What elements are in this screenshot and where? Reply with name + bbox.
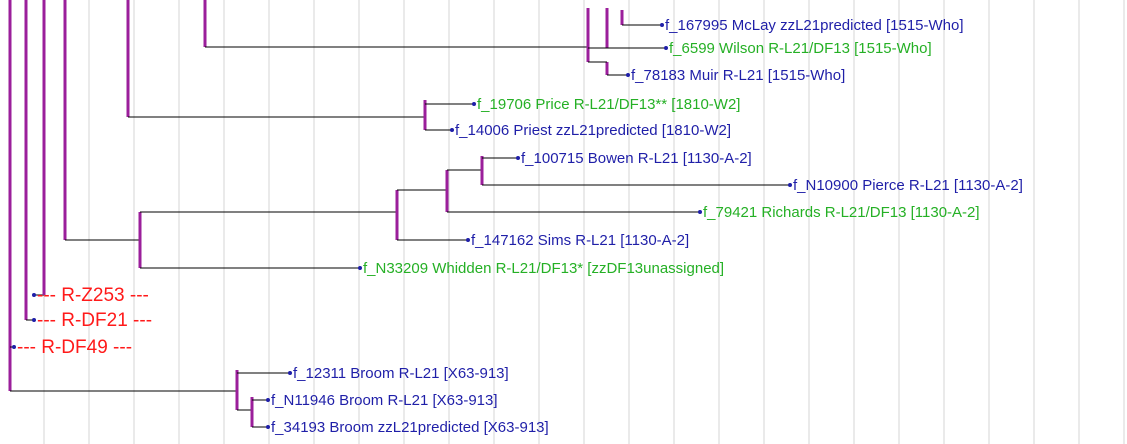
node-label: f_167995 McLay zzL21predicted [1515-Who] bbox=[665, 17, 964, 34]
node-label: f_147162 Sims R-L21 [1130-A-2] bbox=[471, 232, 689, 249]
node-label: f_N11946 Broom R-L21 [X63-913] bbox=[271, 392, 498, 409]
branches bbox=[8, 0, 790, 428]
node-dot bbox=[660, 23, 664, 27]
node-dot bbox=[516, 156, 520, 160]
node-dot bbox=[358, 266, 362, 270]
node-label: f_78183 Muir R-L21 [1515-Who] bbox=[631, 67, 845, 84]
node-label: f_N10900 Pierce R-L21 [1130-A-2] bbox=[793, 177, 1023, 194]
node-label: --- R-Z253 --- bbox=[37, 285, 149, 306]
node-label: f_34193 Broom zzL21predicted [X63-913] bbox=[271, 419, 549, 436]
grid bbox=[43, 0, 1125, 444]
node-dot bbox=[12, 345, 16, 349]
node-label: --- R-DF49 --- bbox=[17, 337, 132, 358]
node-dot bbox=[788, 183, 792, 187]
node-dot bbox=[288, 371, 292, 375]
node-dot bbox=[698, 210, 702, 214]
leaves: f_167995 McLay zzL21predicted [1515-Who]… bbox=[12, 17, 1023, 436]
node-label: f_100715 Bowen R-L21 [1130-A-2] bbox=[521, 150, 752, 167]
node-dot bbox=[626, 73, 630, 77]
node-dot bbox=[450, 128, 454, 132]
node-label: f_14006 Priest zzL21predicted [1810-W2] bbox=[455, 122, 731, 139]
node-label: f_79421 Richards R-L21/DF13 [1130-A-2] bbox=[703, 204, 980, 221]
node-dot bbox=[32, 318, 36, 322]
node-dot bbox=[664, 46, 668, 50]
node-label: f_12311 Broom R-L21 [X63-913] bbox=[293, 365, 509, 382]
node-dot bbox=[266, 425, 270, 429]
node-dot bbox=[472, 102, 476, 106]
node-label: f_N33209 Whidden R-L21/DF13* [zzDF13unas… bbox=[363, 260, 724, 277]
node-dot bbox=[466, 238, 470, 242]
node-label: f_19706 Price R-L21/DF13** [1810-W2] bbox=[477, 96, 740, 113]
node-label: f_6599 Wilson R-L21/DF13 [1515-Who] bbox=[669, 40, 932, 57]
node-label: --- R-DF21 --- bbox=[37, 310, 152, 331]
node-dot bbox=[32, 293, 36, 297]
node-dot bbox=[266, 398, 270, 402]
